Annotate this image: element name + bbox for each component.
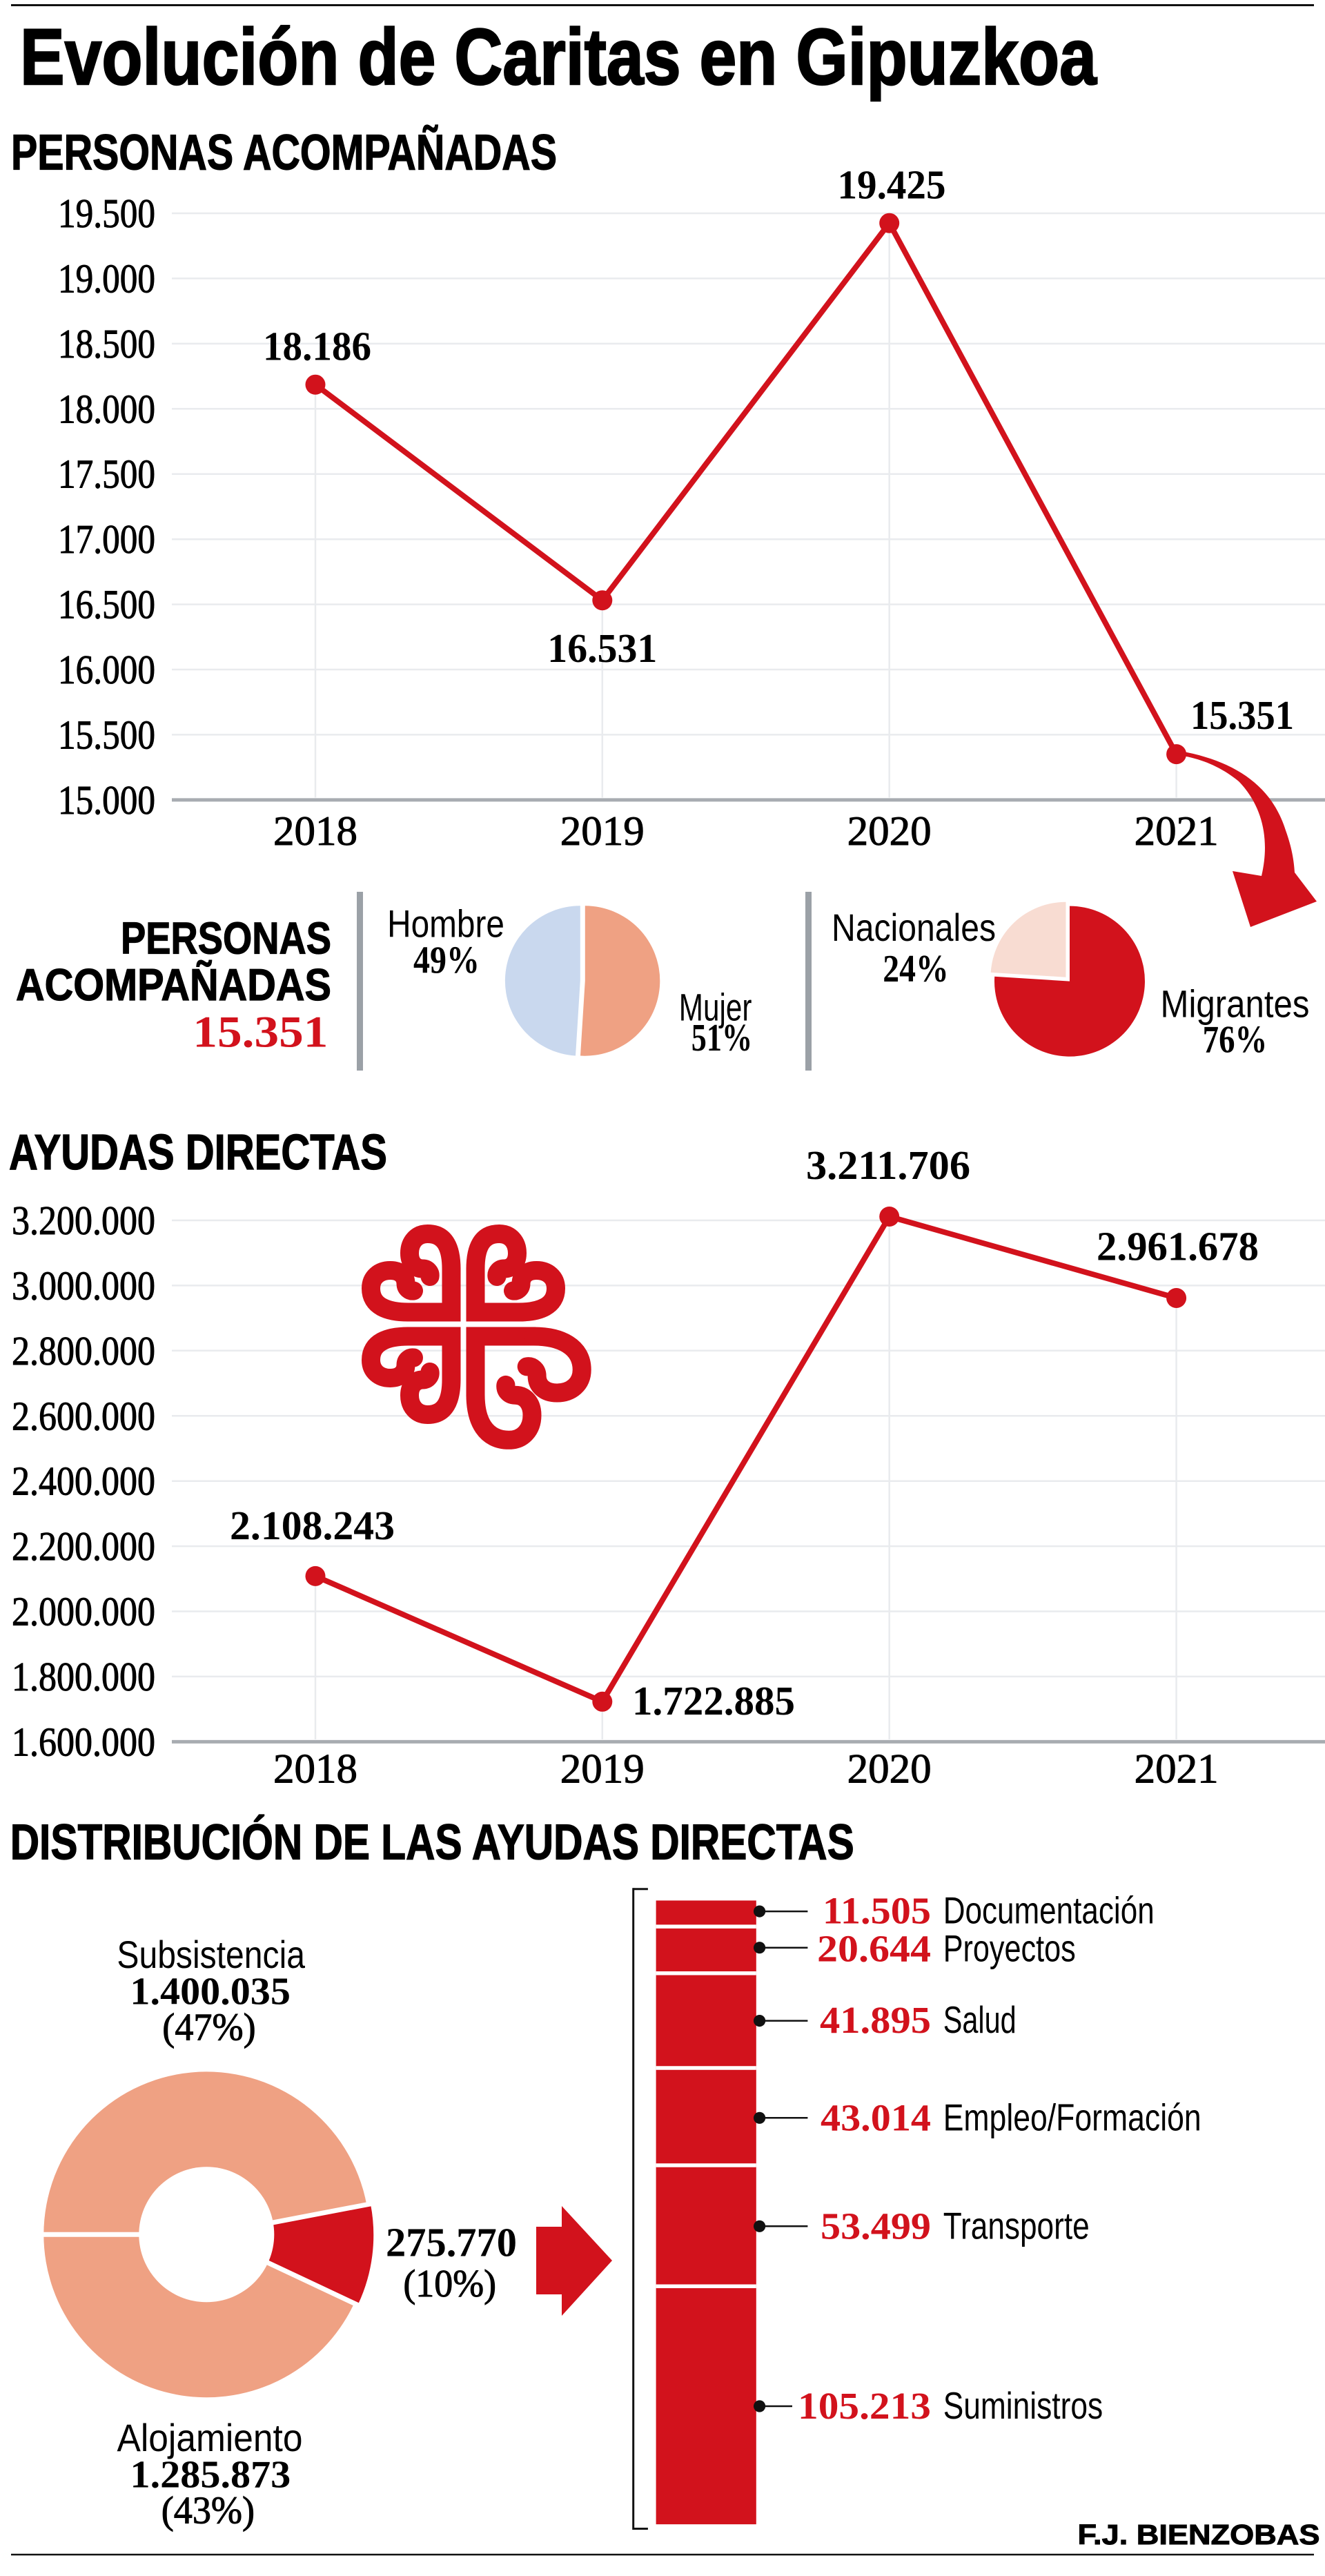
svg-text:(43%): (43%) [161,2489,255,2532]
svg-text:2.200.000: 2.200.000 [12,1523,155,1569]
svg-text:PERSONAS: PERSONAS [121,913,331,964]
svg-text:19.500: 19.500 [58,191,155,236]
svg-text:Nacionales: Nacionales [832,906,996,949]
svg-text:Suministros: Suministros [943,2384,1103,2427]
svg-text:19.000: 19.000 [58,255,155,301]
svg-text:41.895: 41.895 [820,1999,931,2041]
svg-text:Mujer: Mujer [679,985,752,1028]
svg-text:17.500: 17.500 [58,451,155,497]
svg-text:2018: 2018 [273,1746,357,1791]
svg-text:3.211.706: 3.211.706 [806,1142,970,1188]
svg-text:76%: 76% [1203,1019,1268,1062]
svg-text:PERSONAS ACOMPAÑADAS: PERSONAS ACOMPAÑADAS [11,125,557,181]
svg-text:16.000: 16.000 [58,647,155,692]
svg-text:Transporte: Transporte [943,2204,1090,2247]
svg-text:2.000.000: 2.000.000 [12,1589,155,1635]
svg-text:275.770: 275.770 [386,2219,517,2265]
svg-text:2021: 2021 [1135,808,1219,854]
svg-text:11.505: 11.505 [823,1889,931,1931]
svg-text:2.600.000: 2.600.000 [12,1393,155,1438]
svg-text:Migrantes: Migrantes [1161,982,1310,1026]
svg-text:3.000.000: 3.000.000 [12,1262,155,1308]
svg-text:Empleo/Formación: Empleo/Formación [943,2096,1201,2138]
svg-text:15.351: 15.351 [193,1008,328,1057]
svg-text:1.600.000: 1.600.000 [12,1719,155,1764]
svg-text:ACOMPAÑADAS: ACOMPAÑADAS [16,959,331,1010]
svg-text:F.J. BIENZOBAS: F.J. BIENZOBAS [1078,2519,1320,2550]
svg-text:2019: 2019 [560,1746,645,1791]
svg-text:Alojamiento: Alojamiento [117,2416,303,2459]
svg-text:Proyectos: Proyectos [943,1926,1076,1969]
svg-text:15.500: 15.500 [58,712,155,757]
svg-text:19.425: 19.425 [838,162,946,207]
svg-text:(10%): (10%) [403,2263,496,2305]
svg-text:2021: 2021 [1135,1746,1219,1791]
svg-text:43.014: 43.014 [821,2096,931,2138]
svg-text:AYUDAS DIRECTAS: AYUDAS DIRECTAS [9,1125,387,1180]
svg-text:2.800.000: 2.800.000 [12,1328,155,1374]
svg-text:51%: 51% [691,1017,752,1060]
svg-text:2020: 2020 [847,1746,932,1791]
svg-text:18.186: 18.186 [263,324,371,369]
svg-text:18.000: 18.000 [58,386,155,431]
svg-text:16.531: 16.531 [547,625,657,671]
svg-text:2.400.000: 2.400.000 [12,1458,155,1504]
svg-text:49%: 49% [413,939,480,982]
svg-text:3.200.000: 3.200.000 [12,1198,155,1243]
svg-text:Documentación: Documentación [943,1889,1155,1931]
svg-text:(47%): (47%) [162,2006,255,2049]
svg-text:105.213: 105.213 [798,2385,931,2427]
svg-text:53.499: 53.499 [821,2205,931,2247]
svg-text:1.400.035: 1.400.035 [130,1970,291,2013]
svg-text:20.644: 20.644 [817,1927,931,1969]
svg-text:15.000: 15.000 [58,777,155,823]
svg-text:1.722.885: 1.722.885 [632,1678,795,1724]
svg-text:Hombre: Hombre [387,902,504,946]
svg-text:Subsistencia: Subsistencia [117,1933,305,1976]
svg-text:2018: 2018 [273,808,357,854]
svg-text:1.285.873: 1.285.873 [130,2453,291,2496]
svg-text:Salud: Salud [943,1998,1017,2041]
svg-text:2.961.678: 2.961.678 [1097,1224,1259,1269]
svg-text:15.351: 15.351 [1190,692,1294,738]
svg-text:2020: 2020 [847,808,932,854]
svg-text:24%: 24% [883,948,949,991]
svg-text:DISTRIBUCIÓN DE LAS AYUDAS DIR: DISTRIBUCIÓN DE LAS AYUDAS DIRECTAS [10,1815,854,1871]
svg-text:16.500: 16.500 [58,582,155,627]
svg-text:2.108.243: 2.108.243 [230,1503,395,1548]
svg-text:2019: 2019 [560,808,645,854]
svg-text:Evolución de Caritas en Gipuzk: Evolución de Caritas en Gipuzkoa [20,13,1097,101]
svg-text:18.500: 18.500 [58,321,155,367]
svg-text:17.000: 17.000 [58,516,155,562]
svg-text:1.800.000: 1.800.000 [12,1654,155,1699]
